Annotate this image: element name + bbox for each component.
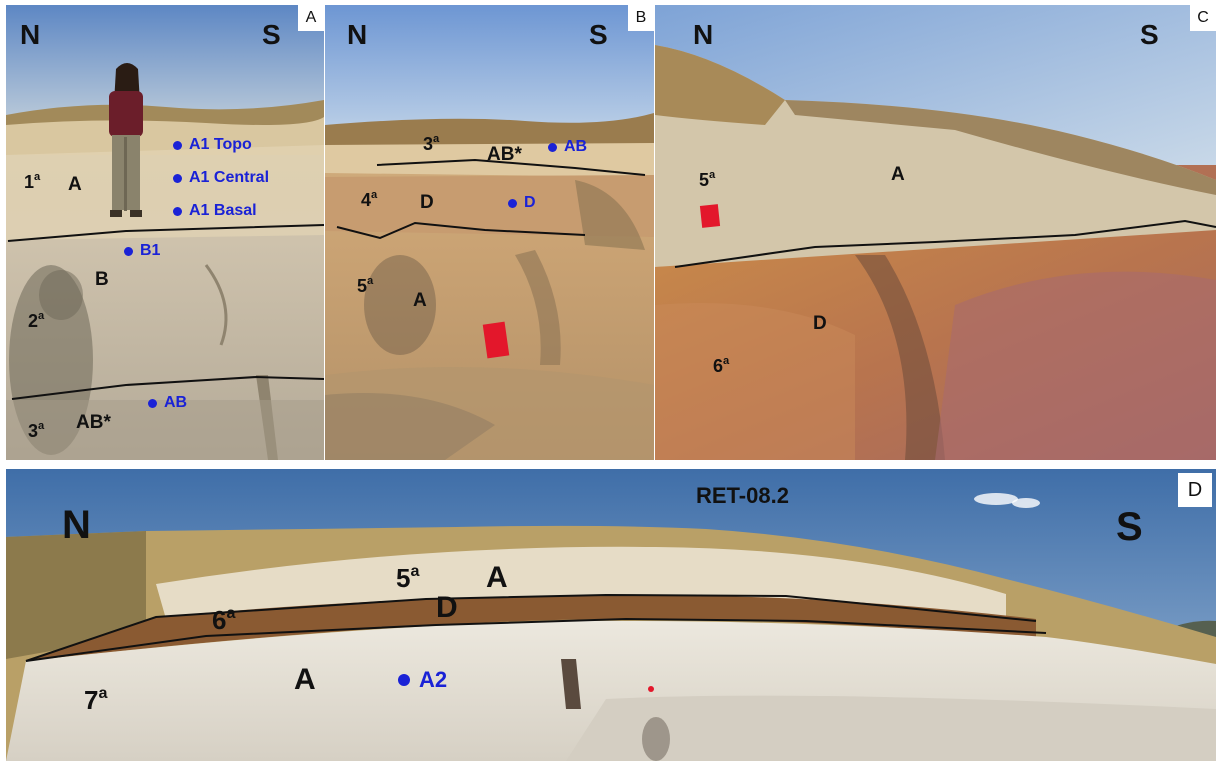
sample-point: D xyxy=(508,195,536,211)
north-label: N xyxy=(347,19,368,50)
layer-label: 6a xyxy=(713,354,730,376)
layer-label: 3a xyxy=(423,132,440,154)
horizon-label: B xyxy=(95,269,109,290)
panel-tag: D xyxy=(1178,473,1212,507)
sample-dot xyxy=(548,142,557,152)
north-label: N xyxy=(20,19,41,50)
photo-panel-c: N S C 5a A D 6a xyxy=(655,5,1216,460)
sample-dot xyxy=(124,246,133,256)
notebook xyxy=(482,321,510,359)
panel-tag: A xyxy=(298,5,324,31)
sample-dot xyxy=(148,398,157,408)
layer-label: 4a xyxy=(361,188,378,210)
outcrop-photo-a xyxy=(6,5,324,460)
notebook xyxy=(699,204,721,228)
boundary-line-b-upper xyxy=(376,158,646,176)
photo-panel-a: N S A 1a A B 2a AB* 3a A1 Topo A1 Centra… xyxy=(6,5,324,460)
south-label: S xyxy=(1140,19,1159,50)
horizon-label: AB* xyxy=(76,412,111,433)
horizon-label: D xyxy=(813,313,827,334)
sample-dot xyxy=(398,674,410,686)
outcrop-photo-d xyxy=(6,469,1216,761)
horizon-label: A xyxy=(413,290,427,311)
sample-point: A1 Central xyxy=(173,170,269,186)
horizon-label: D xyxy=(436,591,458,624)
layer-label: 6a xyxy=(212,604,236,635)
notebook xyxy=(648,686,654,692)
outcrop-photo-c xyxy=(655,5,1216,460)
layer-label: 5a xyxy=(699,168,716,190)
sample-point: A1 Topo xyxy=(173,137,252,153)
horizon-label: D xyxy=(420,192,434,213)
south-label: S xyxy=(262,19,281,50)
photo-panel-b: N S B 3a AB* AB 4a D D 5a A xyxy=(325,5,654,460)
boundary-line-c xyxy=(674,219,1216,268)
layer-label: 1a xyxy=(24,170,41,192)
sample-point: AB xyxy=(548,139,587,155)
boundary-line-a-upper xyxy=(7,224,324,242)
outcrop-photo-b xyxy=(325,5,654,460)
horizon-label: A xyxy=(68,174,82,195)
horizon-label: A xyxy=(486,561,508,594)
panel-tag: C xyxy=(1190,5,1216,31)
sample-point: A2 xyxy=(398,669,447,691)
sample-point: AB xyxy=(148,395,187,411)
sample-dot xyxy=(508,198,517,208)
sample-point: B1 xyxy=(124,243,160,259)
horizon-label: A xyxy=(294,663,316,696)
layer-label: 5a xyxy=(357,274,374,296)
south-label: S xyxy=(1116,505,1143,549)
layer-label: 3a xyxy=(28,419,45,441)
photo-panel-d: N S RET-08.2 D 5a A D 6a A A2 7a xyxy=(6,469,1216,761)
layer-label: 7a xyxy=(84,684,108,715)
sample-dot xyxy=(173,173,182,183)
sample-point: A1 Basal xyxy=(173,203,257,219)
boundary-line-d-upper xyxy=(25,593,1037,662)
layer-label: 2a xyxy=(28,309,45,331)
boundary-line-d-lower xyxy=(25,617,1047,662)
horizon-label: A xyxy=(891,164,905,185)
person-figure xyxy=(109,63,143,217)
boundary-line-a-lower xyxy=(11,375,324,400)
panel-tag: B xyxy=(628,5,654,31)
boundary-line-b-lower xyxy=(336,221,586,240)
horizon-label: AB* xyxy=(487,144,522,165)
section-title: RET-08.2 xyxy=(696,483,789,508)
sample-dot xyxy=(173,206,182,216)
north-label: N xyxy=(693,19,714,50)
layer-label: 5a xyxy=(396,562,420,593)
south-label: S xyxy=(589,19,608,50)
north-label: N xyxy=(62,503,91,547)
sample-dot xyxy=(173,140,182,150)
